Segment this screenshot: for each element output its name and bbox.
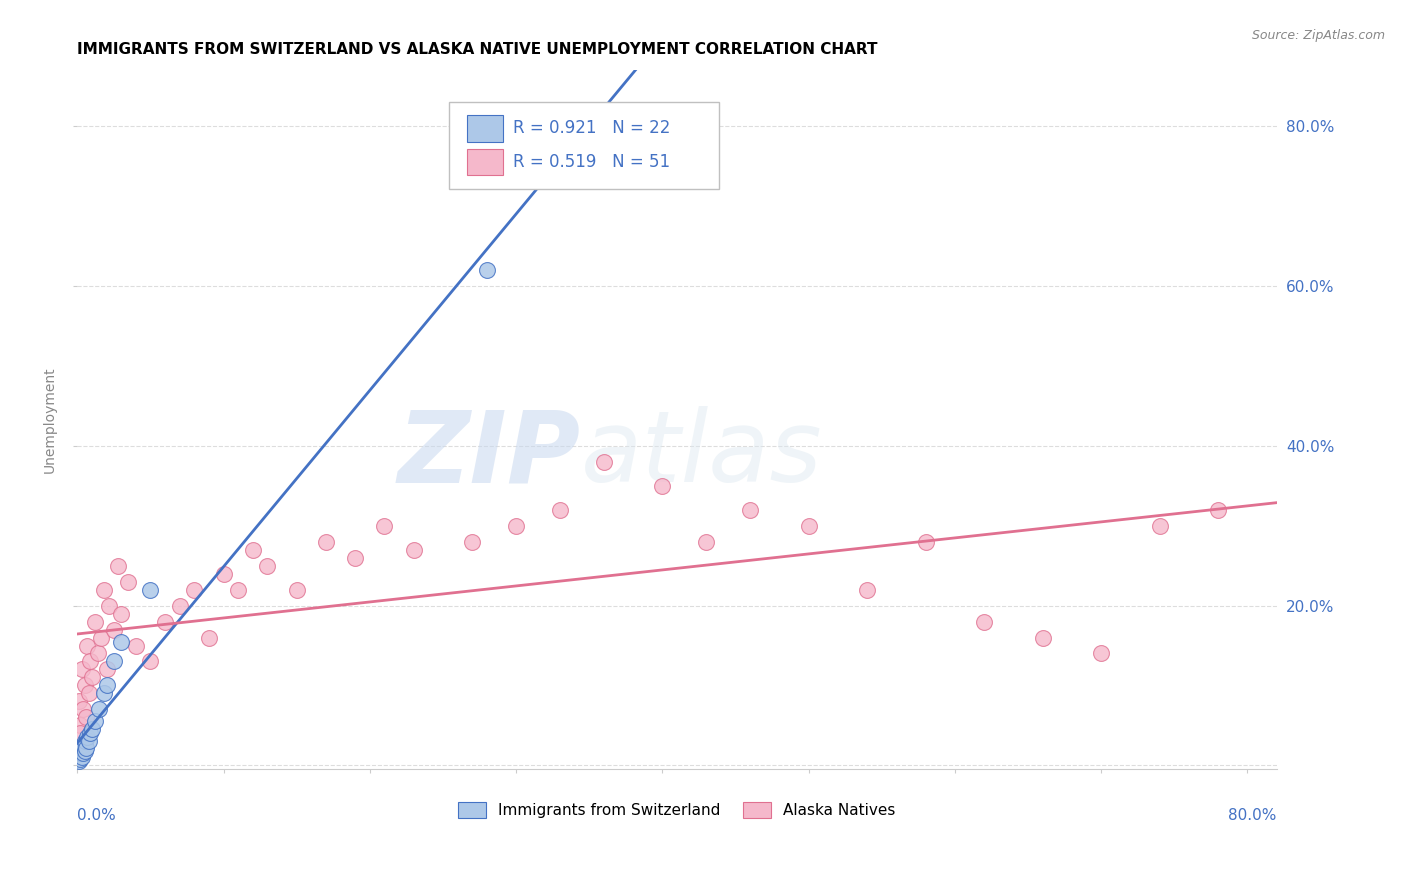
Point bbox=[373, 518, 395, 533]
Point bbox=[72, 739, 94, 753]
Point bbox=[83, 714, 105, 729]
Point bbox=[75, 710, 97, 724]
Point bbox=[402, 542, 425, 557]
Text: 80.0%: 80.0% bbox=[1229, 808, 1277, 822]
Point bbox=[125, 639, 148, 653]
Point bbox=[76, 639, 98, 653]
Point bbox=[461, 534, 484, 549]
Point bbox=[169, 599, 191, 613]
Point bbox=[69, 752, 91, 766]
Point bbox=[1149, 518, 1171, 533]
Point bbox=[242, 542, 264, 557]
Point bbox=[80, 670, 103, 684]
Y-axis label: Unemployment: Unemployment bbox=[44, 367, 58, 473]
Point bbox=[67, 754, 90, 768]
Point bbox=[83, 615, 105, 629]
Point bbox=[67, 694, 90, 708]
Point bbox=[1206, 502, 1229, 516]
Point bbox=[103, 655, 125, 669]
Point bbox=[592, 455, 614, 469]
Point bbox=[285, 582, 308, 597]
Point bbox=[226, 582, 249, 597]
Text: Source: ZipAtlas.com: Source: ZipAtlas.com bbox=[1251, 29, 1385, 42]
Point bbox=[98, 599, 121, 613]
Point bbox=[103, 623, 125, 637]
Point bbox=[69, 718, 91, 732]
FancyBboxPatch shape bbox=[467, 115, 503, 142]
Point bbox=[695, 534, 717, 549]
Point bbox=[1031, 631, 1053, 645]
Point bbox=[79, 726, 101, 740]
Point bbox=[315, 534, 337, 549]
Text: 0.0%: 0.0% bbox=[77, 808, 117, 822]
Point bbox=[77, 734, 100, 748]
FancyBboxPatch shape bbox=[449, 102, 718, 189]
Point bbox=[256, 558, 278, 573]
Point bbox=[475, 263, 498, 277]
Point bbox=[973, 615, 995, 629]
Point bbox=[93, 582, 115, 597]
Point bbox=[75, 740, 97, 755]
Point bbox=[80, 723, 103, 737]
Point bbox=[90, 631, 112, 645]
Point bbox=[77, 686, 100, 700]
Point bbox=[72, 747, 94, 761]
Point bbox=[87, 647, 110, 661]
Text: IMMIGRANTS FROM SWITZERLAND VS ALASKA NATIVE UNEMPLOYMENT CORRELATION CHART: IMMIGRANTS FROM SWITZERLAND VS ALASKA NA… bbox=[77, 42, 877, 57]
Point bbox=[89, 702, 111, 716]
Point bbox=[110, 634, 132, 648]
Point bbox=[72, 702, 94, 716]
Point bbox=[73, 744, 96, 758]
Point bbox=[914, 534, 936, 549]
Point bbox=[110, 607, 132, 621]
Point bbox=[96, 678, 118, 692]
FancyBboxPatch shape bbox=[467, 149, 503, 175]
Point bbox=[117, 574, 139, 589]
Text: R = 0.519   N = 51: R = 0.519 N = 51 bbox=[513, 153, 669, 171]
Point bbox=[856, 582, 879, 597]
Point bbox=[651, 479, 673, 493]
Point bbox=[96, 663, 118, 677]
Point bbox=[79, 655, 101, 669]
Point bbox=[153, 615, 176, 629]
Point bbox=[70, 750, 93, 764]
Legend: Immigrants from Switzerland, Alaska Natives: Immigrants from Switzerland, Alaska Nati… bbox=[453, 797, 901, 824]
Point bbox=[69, 747, 91, 761]
Point bbox=[738, 502, 761, 516]
Point bbox=[73, 678, 96, 692]
Text: R = 0.921   N = 22: R = 0.921 N = 22 bbox=[513, 120, 671, 137]
Point bbox=[212, 566, 235, 581]
Point bbox=[70, 742, 93, 756]
Point bbox=[107, 558, 129, 573]
Point bbox=[198, 631, 221, 645]
Point bbox=[797, 518, 820, 533]
Point bbox=[93, 686, 115, 700]
Text: atlas: atlas bbox=[581, 407, 823, 503]
Point bbox=[69, 726, 91, 740]
Point bbox=[76, 731, 98, 745]
Point bbox=[1090, 647, 1112, 661]
Point bbox=[139, 582, 162, 597]
Point bbox=[70, 663, 93, 677]
Point bbox=[73, 734, 96, 748]
Text: ZIP: ZIP bbox=[398, 407, 581, 503]
Point bbox=[344, 550, 367, 565]
Point bbox=[139, 655, 162, 669]
Point bbox=[505, 518, 527, 533]
Point bbox=[183, 582, 205, 597]
Point bbox=[548, 502, 571, 516]
